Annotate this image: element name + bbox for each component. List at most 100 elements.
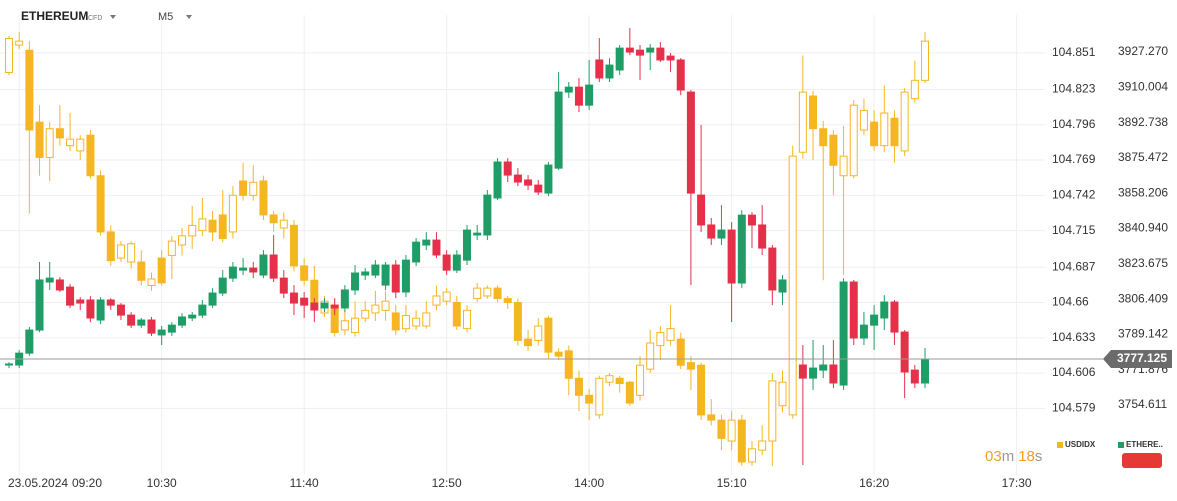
candle-body	[666, 328, 675, 341]
candle-body	[188, 224, 197, 237]
candle-body	[228, 266, 237, 279]
candle-body	[208, 219, 217, 233]
candle-body	[452, 302, 461, 327]
candle-body	[717, 229, 726, 239]
candle-body	[697, 364, 706, 416]
candle-body	[320, 302, 329, 309]
candle-body	[5, 363, 13, 366]
x-tick-label: 10:30	[147, 476, 177, 490]
candle-body	[859, 324, 868, 339]
y-tick-label: 104.579	[1052, 401, 1096, 415]
candle-body	[249, 181, 258, 196]
candle-body	[900, 331, 909, 373]
y2-tick-label: 3892.738	[1118, 115, 1168, 129]
candle-body	[330, 304, 339, 309]
candle-body	[167, 324, 176, 333]
x-tick-label: 11:40	[290, 476, 319, 490]
candle-body	[361, 309, 370, 319]
legend-swatch	[1118, 442, 1124, 448]
candle-body	[636, 49, 645, 56]
candle-body	[666, 55, 675, 61]
y2-tick-label: 3840.940	[1118, 221, 1168, 235]
candle-body	[178, 235, 187, 246]
candle-body	[86, 299, 95, 319]
candle-body	[432, 239, 441, 256]
candle-body	[340, 320, 349, 331]
candle-body	[473, 287, 482, 300]
candle-body	[259, 254, 268, 276]
candle-body	[890, 301, 899, 333]
candle-body	[259, 180, 268, 216]
candle-body	[819, 128, 828, 147]
candle-body	[747, 448, 756, 463]
candle-body	[463, 309, 471, 330]
y-tick-label: 104.823	[1052, 82, 1096, 96]
candle-body	[351, 272, 360, 291]
last-price-label: 3777.125	[1117, 351, 1167, 365]
y2-tick-label: 3789.142	[1118, 327, 1168, 341]
candle-body	[45, 277, 54, 283]
candle-body	[849, 104, 858, 177]
candle-body	[371, 264, 380, 276]
candle-body	[412, 317, 421, 327]
x-tick-label: 15:10	[717, 476, 747, 490]
candle-body	[55, 128, 64, 139]
candle-body	[921, 358, 929, 384]
candle-body	[198, 218, 207, 232]
y2-tick-label: 3823.675	[1118, 256, 1168, 270]
candle-body	[96, 175, 105, 233]
candle-body	[463, 229, 471, 261]
candle-body	[656, 332, 665, 347]
timer-unit: s	[1035, 448, 1043, 465]
timeframe[interactable]: M5	[158, 11, 173, 23]
candle-body	[798, 364, 807, 379]
legend-swatch	[1057, 442, 1063, 448]
chart-title[interactable]: ETHEREUM	[21, 9, 88, 23]
x-tick-label: 17:30	[1002, 476, 1032, 490]
candle-body	[218, 277, 227, 294]
x-tick-label: 14:00	[574, 476, 604, 490]
candle-body	[859, 109, 868, 131]
candle-body	[646, 342, 655, 370]
candle-body	[127, 243, 136, 263]
candle-body	[625, 381, 634, 404]
candle-body	[483, 194, 492, 236]
candle-body	[554, 91, 563, 169]
candle-body	[870, 121, 879, 147]
candle-body	[493, 287, 502, 300]
grid	[0, 15, 1045, 475]
candle-body	[167, 240, 176, 256]
candle-body	[76, 138, 85, 152]
x-tick-label: 09:20	[72, 476, 102, 490]
candle-body	[900, 91, 909, 152]
candle-body	[269, 254, 278, 279]
candle-body	[422, 239, 431, 246]
date-label: 23.05.2024	[8, 476, 68, 490]
candle-body	[106, 299, 115, 306]
candle-body	[473, 232, 482, 236]
candle-body	[422, 312, 431, 327]
candle-body	[45, 128, 54, 158]
candle-body	[432, 295, 441, 306]
y-tick-label: 104.633	[1052, 330, 1096, 344]
candle-body	[585, 84, 594, 106]
candle-body	[880, 301, 889, 319]
dropdown-arrow[interactable]	[186, 15, 192, 19]
candle-body	[116, 304, 125, 316]
candle-body	[564, 350, 573, 379]
candle-body	[503, 161, 512, 176]
dropdown-arrow[interactable]	[110, 15, 116, 19]
candle-body	[493, 161, 502, 199]
y-tick-label: 104.796	[1052, 117, 1096, 131]
candle-body	[605, 375, 614, 383]
candle-body	[686, 91, 695, 194]
candle-body	[768, 380, 777, 442]
candle-body	[727, 229, 736, 284]
candle-body	[839, 281, 848, 386]
candle-body	[381, 264, 390, 286]
candle-body	[747, 214, 756, 226]
y-tick-label: 104.606	[1052, 365, 1096, 379]
candle-body	[279, 219, 288, 229]
close-button[interactable]	[1122, 453, 1162, 468]
